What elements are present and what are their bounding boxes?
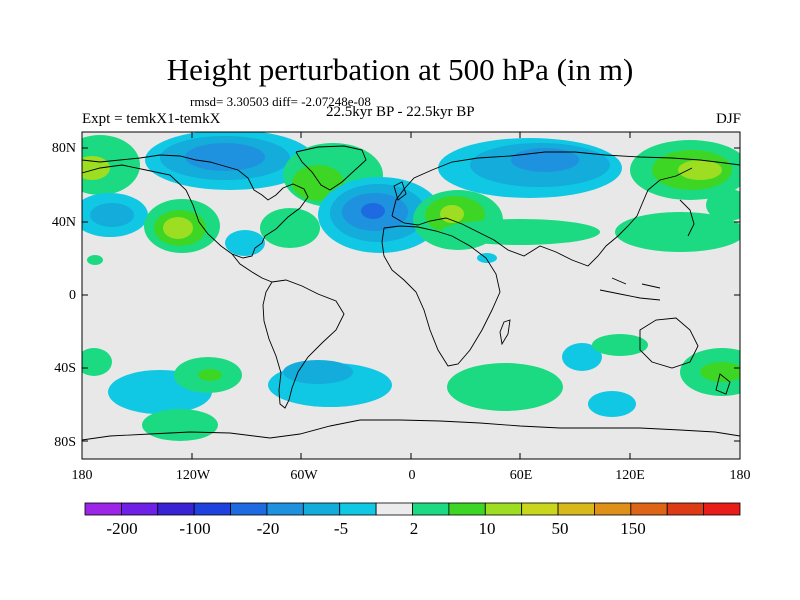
contour-fill [82, 135, 140, 195]
contour-fill [700, 362, 740, 382]
colorbar-swatch [230, 502, 268, 516]
contour-fill [588, 391, 636, 417]
contour-fill [82, 156, 110, 180]
colorbar [84, 502, 741, 516]
season-label: DJF [715, 111, 741, 127]
colorbar-swatch [484, 502, 523, 516]
contour-fill [477, 253, 497, 263]
colorbar-label: -20 [256, 519, 280, 538]
coast-eurasia [391, 151, 740, 267]
lon-label-0: 0 [408, 468, 416, 483]
map-panel [82, 132, 740, 459]
lon-label-180w: 180 [71, 468, 93, 483]
contour-fill [440, 205, 464, 223]
contour-fill [225, 230, 265, 256]
contour-fill [185, 143, 265, 171]
contour-fill [260, 208, 320, 248]
colorbar-swatch [120, 502, 159, 516]
coast-australia [639, 317, 699, 369]
coast-south-america [262, 279, 345, 409]
coast-north-america [82, 154, 309, 259]
contour-fill [142, 409, 218, 441]
colorbar-label: -5 [333, 519, 349, 538]
colorbar-swatch [84, 502, 122, 516]
contour-fill [90, 203, 134, 227]
coast-greenland [295, 145, 367, 191]
colorbar-label: -200 [106, 519, 138, 538]
contour-fill [283, 360, 353, 384]
contour-fill [592, 334, 648, 356]
coast-indonesia [599, 277, 661, 301]
contour-fill [82, 348, 112, 376]
coast-madagascar [499, 319, 511, 346]
lat-label-80s: 80S [54, 435, 76, 450]
contour-fill [706, 189, 740, 221]
colorbar-swatch [339, 502, 377, 516]
lon-label-60w: 60W [290, 468, 318, 483]
contour-fill [163, 217, 193, 239]
contour-fill [361, 203, 385, 219]
lon-label-120w: 120W [175, 468, 211, 483]
experiment-label: Expt = temkX1-temkX [82, 111, 221, 127]
colorbar-label: 150 [620, 519, 646, 538]
colorbar-swatch [302, 502, 341, 516]
contour-fill [447, 363, 563, 411]
axis-ticks [81, 132, 741, 459]
plot-title: Height perturbation at 500 hPa (in m) [166, 52, 634, 87]
contour-fill [198, 369, 222, 381]
contour-fill [440, 219, 600, 245]
colorbar-swatch [375, 502, 413, 516]
colorbar-swatch [594, 502, 632, 516]
contour-fields [82, 132, 740, 441]
lat-label-eq: 0 [69, 288, 76, 303]
colorbar-label: 2 [409, 519, 419, 538]
contour-fill [562, 343, 602, 371]
coast-new-zealand [715, 373, 731, 395]
coast-uk [393, 181, 407, 201]
colorbar-swatch [703, 502, 741, 516]
colorbar-label: 10 [478, 519, 496, 538]
colorbar-swatch [666, 502, 705, 516]
coast-antarctica [82, 419, 740, 441]
rmsd-text: rmsd= 3.30503 diff= -2.07248e-08 [190, 94, 371, 109]
colorbar-swatch [193, 502, 231, 516]
colorbar-swatch [157, 502, 195, 516]
contour-fill [678, 160, 722, 180]
lon-label-60e: 60E [509, 468, 533, 483]
lon-label-120e: 120E [615, 468, 645, 483]
colorbar-swatch [412, 502, 450, 516]
coast-japan [679, 199, 695, 237]
coastlines [82, 145, 740, 441]
colorbar-swatch [266, 502, 304, 516]
coast-africa [381, 225, 501, 367]
contour-fill [615, 212, 740, 252]
coast-central-america [231, 253, 273, 283]
colorbar-swatch [557, 502, 595, 516]
colorbar-swatch [630, 502, 668, 516]
colorbar-swatch [448, 502, 486, 516]
colorbar-label: 50 [551, 519, 569, 538]
colorbar-label: -100 [179, 519, 211, 538]
lat-label-80n: 80N [51, 141, 76, 156]
colorbar-swatch [521, 502, 559, 516]
lat-label-40n: 40N [51, 215, 76, 230]
period-label: 22.5kyr BP - 22.5kyr BP [326, 104, 475, 120]
lat-label-40s: 40S [54, 361, 76, 376]
lon-label-180e: 180 [729, 468, 751, 483]
contour-fill [87, 255, 103, 265]
